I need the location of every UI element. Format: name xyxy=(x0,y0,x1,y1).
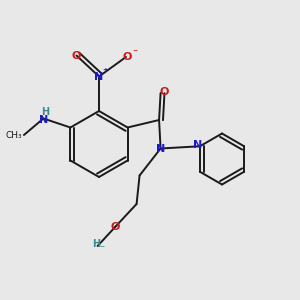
Text: N: N xyxy=(156,143,165,154)
Text: ⁻: ⁻ xyxy=(132,48,138,59)
Text: +: + xyxy=(103,67,109,73)
Text: CH₃: CH₃ xyxy=(6,130,22,140)
Text: N: N xyxy=(39,115,48,125)
Text: O: O xyxy=(72,50,81,61)
Text: H: H xyxy=(41,107,49,117)
Text: N: N xyxy=(193,140,203,150)
Text: O: O xyxy=(111,221,120,232)
Text: ⁻: ⁻ xyxy=(100,244,105,254)
Text: O: O xyxy=(123,52,132,62)
Text: O: O xyxy=(160,86,169,97)
Text: N: N xyxy=(94,71,103,82)
Text: H: H xyxy=(92,239,100,249)
